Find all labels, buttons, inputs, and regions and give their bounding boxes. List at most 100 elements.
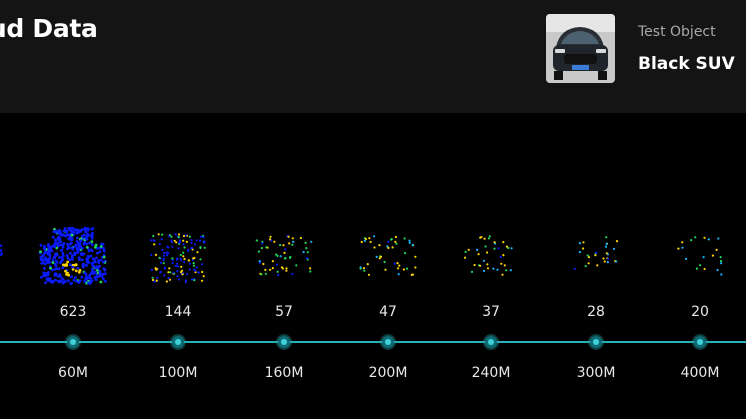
timeline-marker[interactable] bbox=[172, 336, 184, 348]
test-object-label: Test Object bbox=[638, 24, 716, 40]
cloud-point bbox=[199, 258, 202, 261]
cloud-point bbox=[165, 254, 169, 257]
cloud-point bbox=[80, 252, 83, 255]
cloud-point bbox=[76, 231, 80, 234]
cloud-point bbox=[63, 280, 67, 283]
cloud-point bbox=[61, 266, 65, 270]
cloud-point bbox=[188, 268, 191, 271]
cloud-point bbox=[59, 243, 63, 247]
cloud-point bbox=[67, 273, 70, 277]
cloud-point bbox=[87, 249, 91, 253]
cloud-point bbox=[79, 229, 83, 233]
cloud-point bbox=[59, 260, 63, 263]
cloud-point bbox=[90, 240, 94, 244]
cloud-point bbox=[81, 263, 85, 267]
cloud-point bbox=[65, 229, 68, 233]
cloud-point bbox=[289, 255, 292, 258]
cloud-point bbox=[51, 268, 54, 272]
cloud-point bbox=[493, 247, 496, 250]
cloud-point bbox=[176, 257, 179, 260]
cloud-point bbox=[182, 251, 185, 254]
cloud-point bbox=[396, 262, 399, 265]
cloud-point bbox=[155, 279, 158, 282]
timeline-marker[interactable] bbox=[694, 336, 706, 348]
cloud-point bbox=[362, 267, 366, 270]
cloud-point bbox=[91, 231, 94, 235]
cloud-point bbox=[99, 258, 103, 262]
cloud-point bbox=[39, 243, 43, 247]
cloud-point bbox=[48, 260, 52, 264]
cloud-point bbox=[694, 236, 697, 239]
cloud-point bbox=[190, 278, 194, 281]
point-count-label: 623 bbox=[59, 304, 87, 320]
cloud-point bbox=[378, 244, 381, 247]
cloud-point bbox=[56, 279, 60, 283]
cloud-point bbox=[70, 281, 73, 285]
cloud-point bbox=[90, 267, 94, 271]
cloud-point bbox=[66, 242, 69, 246]
cloud-point bbox=[77, 256, 81, 260]
cloud-point bbox=[59, 240, 62, 244]
cloud-point bbox=[260, 246, 263, 250]
cloud-point bbox=[85, 264, 88, 267]
cloud-point bbox=[264, 268, 267, 271]
point-cloud-60M bbox=[38, 226, 107, 285]
cloud-point bbox=[605, 242, 608, 245]
cloud-point bbox=[89, 248, 93, 252]
cloud-point bbox=[283, 251, 286, 254]
cloud-point bbox=[366, 263, 369, 266]
cloud-point bbox=[584, 264, 587, 268]
cloud-point bbox=[309, 267, 312, 270]
cloud-point bbox=[255, 239, 258, 242]
timeline-marker[interactable] bbox=[278, 336, 290, 348]
cloud-point bbox=[291, 272, 294, 275]
cloud-point bbox=[202, 275, 205, 278]
timeline-marker[interactable] bbox=[67, 336, 79, 348]
cloud-point bbox=[373, 246, 376, 249]
cloud-point bbox=[99, 245, 103, 248]
timeline-marker[interactable] bbox=[485, 336, 497, 348]
cloud-point bbox=[391, 246, 394, 249]
cloud-point bbox=[71, 265, 75, 269]
cloud-point bbox=[200, 279, 204, 282]
timeline-marker[interactable] bbox=[382, 336, 394, 348]
cloud-point bbox=[52, 243, 56, 247]
cloud-point bbox=[408, 241, 411, 244]
cloud-point bbox=[291, 237, 294, 240]
cloud-point bbox=[277, 273, 280, 277]
test-object-name: Black SUV bbox=[638, 54, 735, 74]
cloud-point bbox=[54, 259, 58, 263]
cloud-point bbox=[77, 246, 81, 250]
cloud-point bbox=[186, 273, 189, 276]
cloud-point bbox=[284, 248, 287, 251]
cloud-point bbox=[93, 259, 97, 262]
cloud-point bbox=[703, 236, 706, 239]
cloud-point bbox=[85, 277, 89, 281]
cloud-point bbox=[153, 239, 156, 242]
timeline-marker[interactable] bbox=[590, 336, 602, 348]
cloud-point bbox=[88, 241, 91, 245]
cloud-point bbox=[53, 263, 57, 266]
cloud-point bbox=[51, 235, 55, 239]
cloud-point bbox=[384, 268, 387, 271]
cloud-point bbox=[305, 247, 308, 250]
cloud-point bbox=[363, 269, 366, 272]
cloud-point bbox=[202, 236, 205, 239]
cloud-point bbox=[84, 227, 88, 231]
cloud-point bbox=[172, 271, 175, 274]
cloud-point bbox=[180, 265, 183, 268]
cloud-point bbox=[479, 236, 482, 239]
cloud-point bbox=[104, 280, 107, 283]
cloud-point bbox=[403, 237, 406, 240]
cloud-point bbox=[170, 235, 173, 238]
point-cloud-300M bbox=[573, 236, 619, 270]
cloud-point bbox=[76, 266, 80, 270]
cloud-point bbox=[57, 267, 61, 271]
cloud-point bbox=[203, 246, 206, 249]
point-cloud-strip bbox=[0, 226, 723, 285]
cloud-point bbox=[360, 240, 363, 244]
cloud-point bbox=[276, 254, 279, 257]
cloud-point bbox=[49, 280, 53, 283]
cloud-point bbox=[587, 256, 591, 259]
cloud-point bbox=[170, 239, 173, 242]
